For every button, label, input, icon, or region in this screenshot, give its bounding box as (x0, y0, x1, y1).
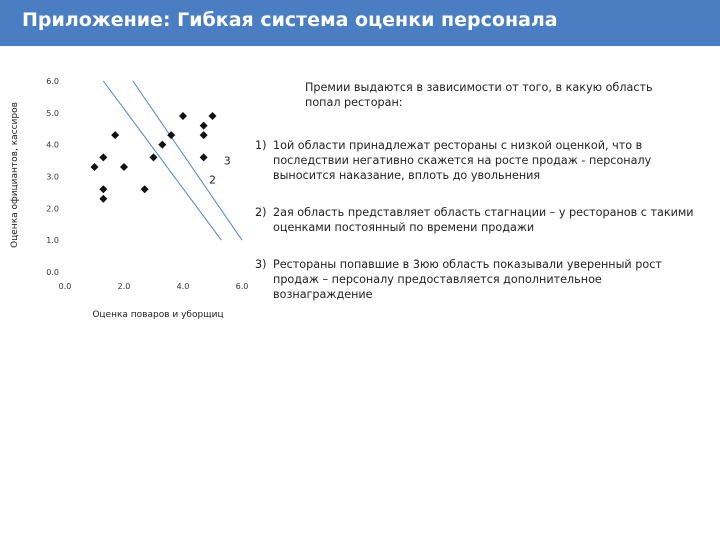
data-point (99, 185, 108, 194)
list-item: 1) 1ой области принадлежат рестораны с н… (255, 138, 695, 183)
x-axis-title: Оценка поваров и уборщиц (92, 310, 223, 320)
data-point (208, 112, 217, 121)
data-point (111, 131, 120, 140)
data-point (199, 131, 208, 140)
data-point (90, 162, 99, 171)
tick-labels: 0.0 1.0 2.0 3.0 4.0 5.0 6.0 0.0 2.0 4.0 6.0 (46, 77, 248, 291)
data-points (90, 112, 217, 203)
region-label: 3 (224, 155, 231, 168)
data-point (99, 153, 108, 162)
list-item-text: 1ой области принадлежат рестораны с низк… (273, 139, 652, 182)
list-item-number: 2) (255, 206, 267, 219)
list-item-number: 3) (255, 258, 267, 271)
data-point (199, 121, 208, 130)
data-point (99, 194, 108, 203)
list-item-number: 1) (255, 139, 267, 152)
y-tick-label: 6.0 (46, 77, 59, 86)
x-tick-label: 0.0 (59, 282, 72, 291)
title-bar: Приложение: Гибкая система оценки персон… (0, 0, 720, 46)
region-labels: 32 (209, 155, 231, 187)
y-tick-label: 0.0 (46, 268, 59, 277)
list-item: 3) Рестораны попавшие в 3юю область пока… (255, 257, 695, 302)
y-tick-label: 3.0 (46, 173, 59, 182)
intro-text: Премии выдаются в зависимости от того, в… (305, 81, 653, 109)
data-point (167, 131, 176, 140)
text-panel: Премии выдаются в зависимости от того, в… (255, 80, 695, 324)
y-tick-label: 1.0 (46, 236, 59, 245)
data-point (120, 162, 128, 171)
boundary-line (102, 80, 222, 241)
list-item: 2) 2ая область представляет область стаг… (255, 205, 695, 235)
data-point (140, 185, 149, 194)
data-point (179, 112, 187, 121)
page-title: Приложение: Гибкая система оценки персон… (22, 9, 558, 31)
y-tick-label: 2.0 (46, 204, 59, 213)
region-label: 2 (209, 174, 216, 187)
data-point (199, 153, 208, 162)
x-tick-label: 6.0 (236, 282, 249, 291)
list-item-text: Рестораны попавшие в 3юю область показыв… (273, 258, 662, 301)
x-tick-label: 2.0 (118, 282, 131, 291)
data-point (149, 153, 158, 162)
boundary-line (132, 80, 243, 241)
boundary-lines (102, 80, 243, 241)
y-tick-label: 4.0 (46, 141, 59, 150)
y-axis-title: Оценка официантов, кассиров (10, 102, 20, 248)
data-point (158, 140, 167, 149)
list-item-text: 2ая область представляет область стагнац… (273, 206, 694, 234)
y-tick-label: 5.0 (46, 109, 59, 118)
x-tick-label: 4.0 (177, 282, 190, 291)
